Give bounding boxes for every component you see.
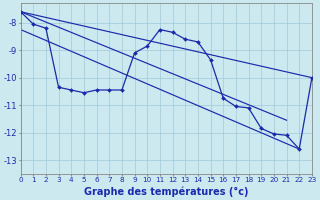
- X-axis label: Graphe des températures (°c): Graphe des températures (°c): [84, 186, 249, 197]
